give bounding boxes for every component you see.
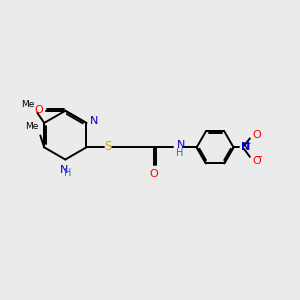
Text: Me: Me <box>25 122 38 131</box>
Text: O: O <box>34 105 43 115</box>
Text: O: O <box>253 156 262 166</box>
Text: −: − <box>255 152 263 162</box>
Text: +: + <box>244 139 251 148</box>
Text: H: H <box>64 168 72 178</box>
Text: Me: Me <box>21 100 34 109</box>
Text: N: N <box>90 116 98 127</box>
Text: O: O <box>149 169 158 179</box>
Text: N: N <box>241 142 250 152</box>
Text: H: H <box>176 148 184 158</box>
Text: N: N <box>176 140 185 150</box>
Text: N: N <box>60 165 68 175</box>
Text: O: O <box>253 130 262 140</box>
Text: S: S <box>104 140 112 153</box>
